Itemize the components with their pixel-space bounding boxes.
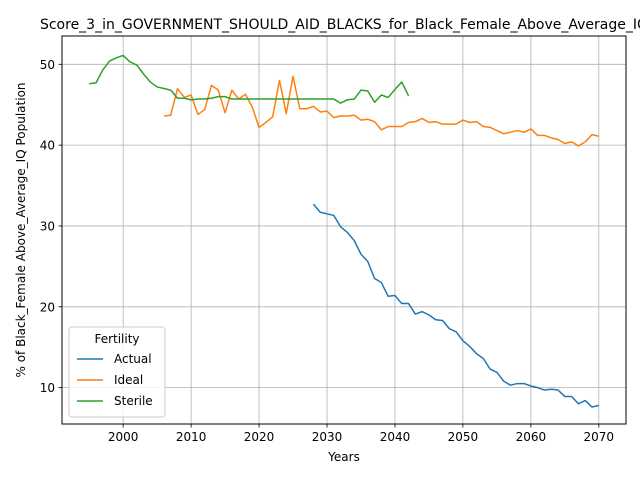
- x-tick-label: 2010: [176, 430, 207, 444]
- x-axis-label: Years: [327, 450, 360, 464]
- x-tick-label: 2050: [448, 430, 479, 444]
- legend-box: [68, 326, 166, 418]
- series-lines: [89, 54, 599, 408]
- series-line-actual: [312, 203, 599, 408]
- legend-items: Actual Ideal Sterile: [77, 352, 153, 408]
- y-tick-label: 30: [40, 219, 55, 233]
- chart-title: Score_3_in_GOVERNMENT_SHOULD_AID_BLACKS_…: [40, 17, 640, 33]
- series-line-ideal: [163, 75, 599, 147]
- plot-frame: [61, 35, 627, 425]
- y-tick-label: 20: [40, 300, 55, 314]
- x-tick-label: 2030: [312, 430, 343, 444]
- x-tick-label: 2040: [380, 430, 411, 444]
- axis-ticks: 2000 2010 2020 2030 2040 2050 2060 207010203040…: [40, 58, 614, 444]
- x-tick-label: 2060: [516, 430, 547, 444]
- legend-label-actual: Actual: [114, 352, 152, 366]
- grid-lines: [62, 36, 626, 424]
- legend: Fertility Actual Ideal Sterile: [68, 326, 166, 418]
- x-tick-label: 2000: [108, 430, 139, 444]
- legend-label-sterile: Sterile: [114, 394, 153, 408]
- y-tick-label: 10: [40, 381, 55, 395]
- x-tick-label: 2020: [244, 430, 275, 444]
- y-axis-label: % of Black_Female Above_Average_IQ Popul…: [14, 82, 28, 377]
- legend-title: Fertility: [94, 332, 139, 346]
- x-tick-label: 2070: [584, 430, 615, 444]
- legend-label-ideal: Ideal: [114, 373, 143, 387]
- y-tick-label: 50: [40, 58, 55, 72]
- series-line-sterile: [89, 54, 410, 104]
- y-tick-label: 40: [40, 139, 55, 153]
